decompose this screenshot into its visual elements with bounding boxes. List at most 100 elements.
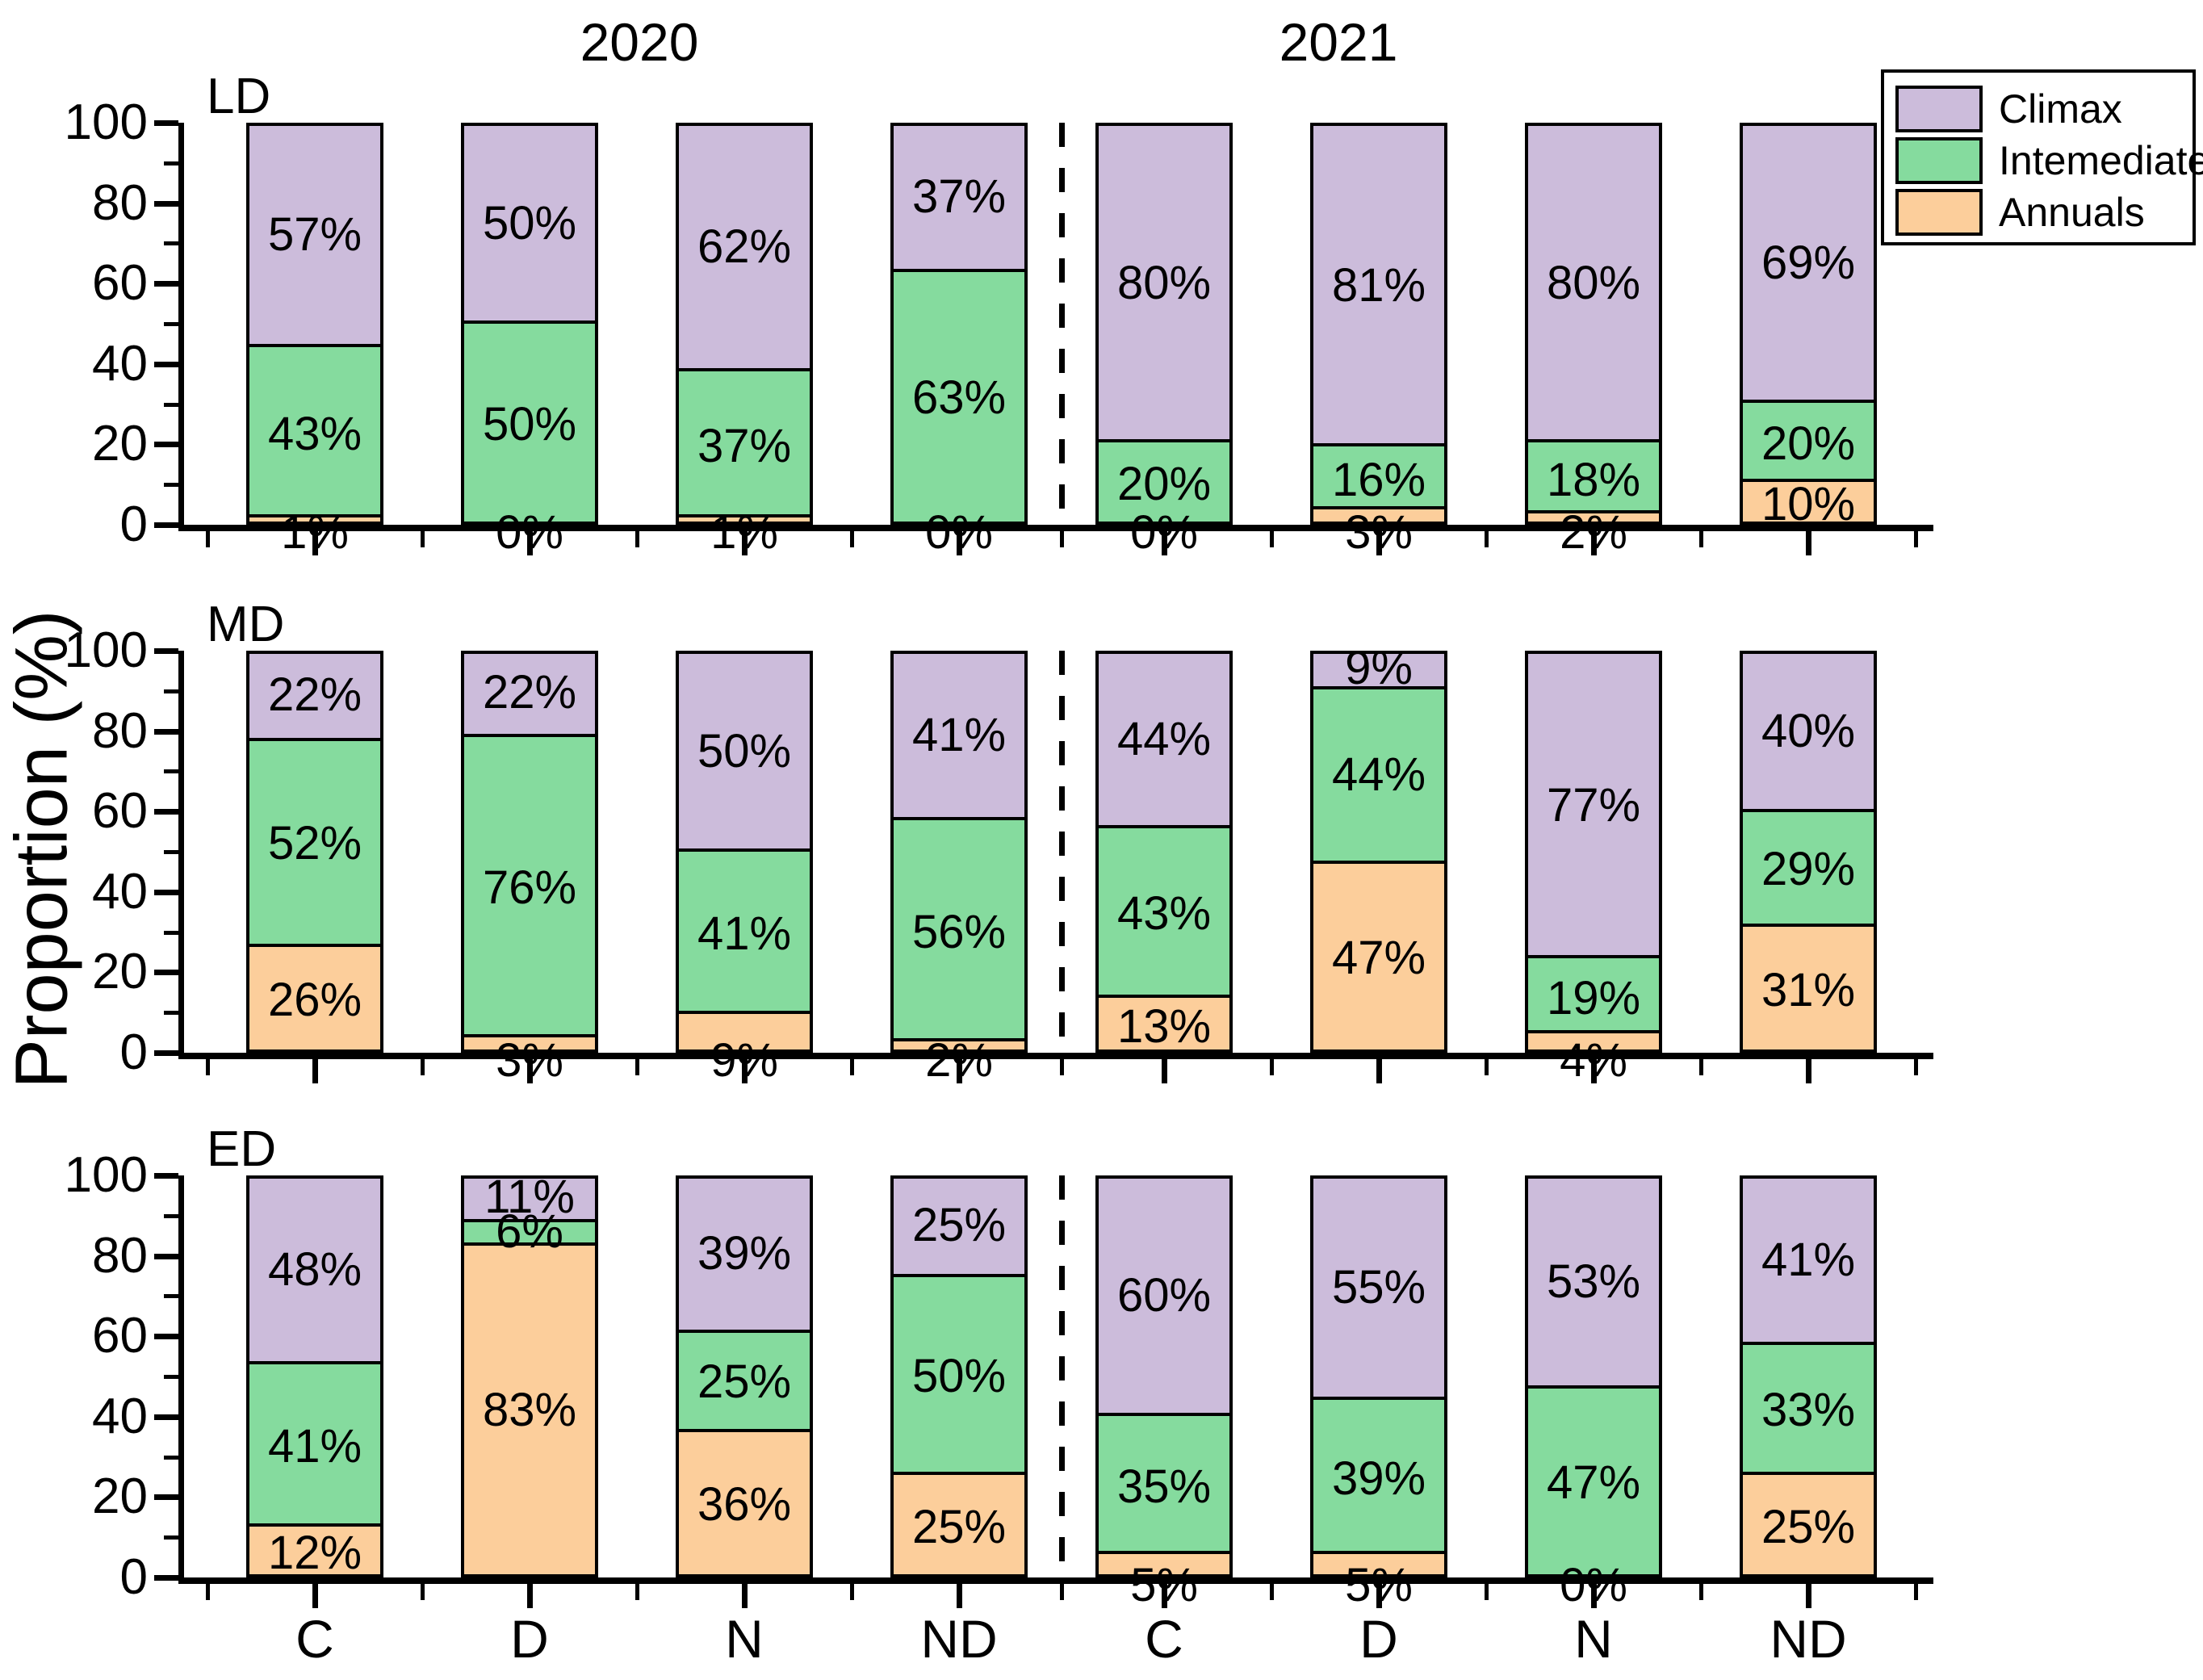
y-tick-label: 20 xyxy=(92,416,148,471)
x-category-label: C xyxy=(1145,1609,1183,1669)
bar-segment-annuals xyxy=(1743,924,1874,1049)
bar-label-climax: 40% xyxy=(1761,705,1856,757)
panel-label-md: MD xyxy=(207,597,285,652)
bar-label-climax: 41% xyxy=(1761,1234,1856,1286)
bar-label-intermediate: 76% xyxy=(482,861,577,914)
bar-label-annuals: 0% xyxy=(496,506,563,559)
bar-segment-intermediate xyxy=(679,368,810,522)
legend-label-annuals: Annuals xyxy=(1999,190,2145,235)
legend-swatch-annuals xyxy=(1895,189,1983,236)
bar-label-annuals: 1% xyxy=(281,506,349,559)
bar-segment-annuals xyxy=(464,1034,595,1049)
y-minor-tick xyxy=(164,1456,178,1460)
x-minor-tick xyxy=(421,1059,425,1075)
bar-label-climax: 37% xyxy=(911,170,1007,223)
year-header-2021: 2021 xyxy=(1279,12,1398,72)
bar-label-climax: 11% xyxy=(484,1171,575,1223)
legend-item-climax: Climax xyxy=(1895,86,2122,132)
x-major-tick xyxy=(1806,1584,1811,1608)
x-major-tick xyxy=(1591,531,1597,555)
bar-label-annuals: 4% xyxy=(1560,1034,1627,1087)
year-header-2020: 2020 xyxy=(580,12,699,72)
bar-label-intermediate: 50% xyxy=(911,1350,1007,1402)
x-minor-tick xyxy=(1485,1584,1489,1600)
x-category-label: ND xyxy=(1770,1609,1847,1669)
x-major-tick xyxy=(957,531,962,555)
bar-label-annuals: 0% xyxy=(925,506,993,559)
y-minor-tick xyxy=(164,161,178,165)
bar-segment-annuals xyxy=(1743,479,1874,522)
bar-label-intermediate: 29% xyxy=(1761,843,1856,895)
x-major-tick xyxy=(742,1584,748,1608)
y-major-tick xyxy=(154,201,178,207)
x-minor-tick xyxy=(1699,1584,1703,1600)
x-major-tick xyxy=(1376,1059,1382,1083)
y-major-tick xyxy=(154,1173,178,1179)
y-major-tick xyxy=(154,809,178,815)
x-minor-tick xyxy=(1270,1584,1274,1600)
x-major-tick xyxy=(1376,531,1382,555)
x-minor-tick xyxy=(1270,531,1274,547)
x-major-tick xyxy=(957,1059,962,1083)
bar-segment-annuals xyxy=(679,1429,810,1574)
x-minor-tick xyxy=(850,1059,854,1075)
y-axis-line xyxy=(178,651,184,1059)
y-tick-label: 100 xyxy=(64,1147,148,1203)
bar-segment-annuals xyxy=(249,514,380,522)
bar-label-climax: 39% xyxy=(697,1227,792,1280)
bar-ED-2020-ND xyxy=(890,1175,1028,1577)
bar-label-climax: 81% xyxy=(1331,259,1426,312)
bar-segment-annuals xyxy=(679,1011,810,1049)
bar-segment-annuals xyxy=(1099,1551,1229,1574)
bar-segment-intermediate xyxy=(1528,1385,1659,1574)
bar-label-annuals: 0% xyxy=(1130,506,1198,559)
y-major-tick xyxy=(154,1050,178,1056)
bar-label-intermediate: 19% xyxy=(1546,972,1641,1024)
bar-label-intermediate: 20% xyxy=(1761,417,1856,470)
y-major-tick xyxy=(154,1494,178,1500)
x-major-tick xyxy=(1376,1584,1382,1608)
legend-swatch-intermediate xyxy=(1895,137,1983,184)
bar-LD-2021-C xyxy=(1095,123,1233,525)
y-axis-title: Proportion (%) xyxy=(0,610,83,1089)
y-tick-label: 60 xyxy=(92,255,148,311)
x-minor-tick xyxy=(635,531,639,547)
y-tick-label: 0 xyxy=(119,496,148,552)
legend-label-climax: Climax xyxy=(1999,86,2122,132)
bar-label-intermediate: 43% xyxy=(267,408,362,460)
bar-label-intermediate: 35% xyxy=(1116,1460,1212,1513)
bar-label-annuals: 26% xyxy=(267,974,362,1026)
bar-label-intermediate: 44% xyxy=(1331,748,1426,801)
bar-label-climax: 9% xyxy=(1345,642,1413,694)
bar-label-annuals: 3% xyxy=(1345,506,1413,559)
x-major-tick xyxy=(1591,1059,1597,1083)
x-major-tick xyxy=(1591,1584,1597,1608)
bar-MD-2021-N xyxy=(1525,651,1662,1053)
bar-label-climax: 53% xyxy=(1546,1255,1641,1308)
x-minor-tick xyxy=(206,1584,210,1600)
bar-label-annuals: 47% xyxy=(1331,932,1426,984)
y-tick-label: 60 xyxy=(92,783,148,839)
x-minor-tick xyxy=(1914,1584,1918,1600)
y-major-tick xyxy=(154,362,178,367)
y-minor-tick xyxy=(164,1535,178,1540)
legend: Climax Intemediate Annuals xyxy=(1881,69,2203,245)
y-minor-tick xyxy=(164,1011,178,1015)
y-major-tick xyxy=(154,120,178,126)
x-category-label: N xyxy=(725,1609,764,1669)
bar-label-intermediate: 41% xyxy=(267,1420,362,1473)
bar-segment-intermediate xyxy=(249,344,380,522)
bar-label-climax: 57% xyxy=(267,208,362,261)
bar-label-annuals: 9% xyxy=(710,1034,778,1087)
bar-label-climax: 50% xyxy=(697,725,792,777)
x-category-label: C xyxy=(295,1609,334,1669)
bar-segment-intermediate xyxy=(464,320,595,522)
y-major-tick xyxy=(154,970,178,975)
bar-label-climax: 55% xyxy=(1331,1261,1426,1313)
bar-segment-annuals xyxy=(1743,1472,1874,1574)
bar-segment-annuals xyxy=(1528,510,1659,522)
x-minor-tick xyxy=(1914,531,1918,547)
x-minor-tick xyxy=(1060,531,1064,547)
legend-label-intermediate: Intemediate xyxy=(1999,138,2203,183)
bar-label-annuals: 12% xyxy=(267,1527,362,1579)
